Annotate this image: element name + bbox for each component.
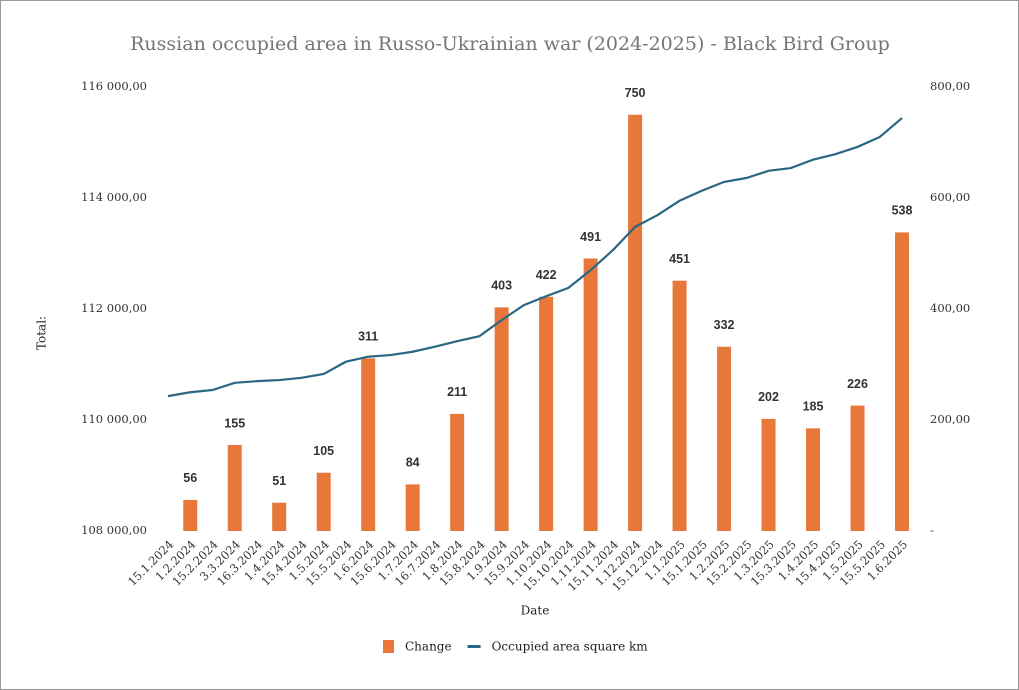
value-label: 311	[358, 330, 378, 344]
y-tick-label: 116 000,00	[81, 79, 147, 93]
value-label: 84	[406, 456, 420, 470]
bar	[539, 296, 554, 531]
value-label: 226	[847, 377, 868, 391]
y2-tick-label: 400,00	[930, 301, 970, 315]
bar	[450, 413, 465, 531]
value-label: 56	[183, 471, 197, 485]
bar	[361, 358, 376, 531]
bar	[583, 258, 598, 531]
bar	[405, 484, 420, 531]
bar	[806, 428, 821, 531]
y2-tick-label: -	[930, 523, 934, 537]
bar	[850, 405, 865, 531]
bar	[717, 346, 732, 531]
value-label: 750	[625, 86, 646, 100]
y2-tick-label: 600,00	[930, 190, 970, 204]
bar	[672, 280, 687, 531]
bar	[227, 444, 242, 531]
bar	[272, 502, 287, 531]
value-label: 155	[224, 416, 245, 430]
legend-label: Change	[405, 640, 452, 654]
value-label: 202	[758, 390, 779, 404]
bar	[761, 418, 776, 531]
y-axis-label: Total:	[35, 316, 49, 350]
value-label: 422	[536, 268, 557, 282]
value-label: 491	[580, 230, 601, 244]
legend-label: Occupied area square km	[492, 640, 649, 654]
value-label: 105	[313, 444, 334, 458]
legend-swatch	[467, 645, 481, 648]
value-label: 211	[447, 385, 467, 399]
y2-tick-label: 200,00	[930, 412, 970, 426]
y-tick-label: 112 000,00	[81, 301, 147, 315]
y-tick-label: 110 000,00	[81, 412, 147, 426]
chart-title: Russian occupied area in Russo-Ukrainian…	[130, 33, 890, 55]
y2-tick-label: 800,00	[930, 79, 970, 93]
value-label: 403	[491, 279, 512, 293]
y-tick-label: 114 000,00	[81, 190, 147, 204]
bar	[316, 472, 331, 531]
bar	[628, 114, 643, 531]
value-label: 538	[892, 204, 913, 218]
line	[167, 117, 903, 398]
x-axis-label: Date	[521, 604, 550, 618]
y-tick-label: 108 000,00	[81, 523, 147, 537]
value-label: 451	[669, 252, 690, 266]
bar	[183, 499, 198, 531]
value-label: 332	[714, 318, 735, 332]
value-label: 51	[272, 474, 286, 488]
bar	[494, 307, 509, 531]
value-label: 185	[803, 400, 824, 414]
bar	[895, 232, 909, 531]
legend-swatch	[383, 640, 394, 653]
